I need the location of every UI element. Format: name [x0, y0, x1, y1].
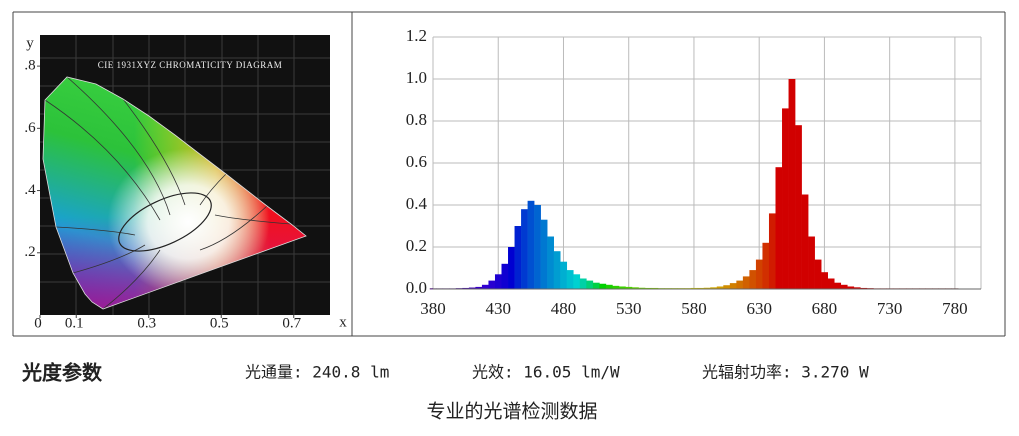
spectrum-bar	[697, 287, 705, 289]
spectrum-bar	[645, 287, 652, 289]
spectrum-chart: 0.0 0.2 0.4 0.6 0.8 1.0 1.2 380 430 480 530 580 630 6…	[406, 26, 982, 318]
spectrum-bar	[847, 286, 855, 289]
spectrum-bar	[540, 219, 548, 289]
y-tick-label: 0.8	[406, 110, 427, 129]
spectrum-bar	[840, 284, 848, 289]
spectrum-bar	[501, 263, 509, 289]
spectrum-bar	[821, 272, 828, 289]
x-tick-label: 780	[942, 299, 968, 318]
y-tick-label: 1.2	[406, 26, 427, 45]
spectrum-bar	[618, 286, 626, 289]
parameters-heading: 光度参数	[21, 361, 103, 385]
x-tick-label: 730	[877, 299, 903, 318]
spectrum-bar	[481, 284, 489, 289]
luminous-flux: 光通量: 240.8 lm	[245, 363, 389, 382]
spectrum-bar	[801, 194, 809, 289]
x-tick-label: 0.5	[210, 315, 229, 331]
spectrum-bar	[612, 285, 620, 289]
spectrum-bar	[468, 287, 476, 289]
spectrum-bar	[599, 283, 607, 289]
y-tick-label: 0.2	[406, 236, 427, 255]
spectrum-bar	[631, 287, 639, 289]
cie-diagram: CIE 1931XYZ CHROMATICITY DIAGRAM y x 0 0.…	[24, 35, 347, 331]
y-tick-label: 0.4	[406, 194, 428, 213]
x-tick-label: 630	[746, 299, 772, 318]
y-tick-label: .4	[24, 182, 36, 198]
y-tick-label: .6	[24, 120, 36, 136]
x-tick-label: 580	[681, 299, 707, 318]
spectrum-bar	[462, 287, 470, 289]
y-axis-label: y	[26, 35, 34, 51]
spectrum-bar	[808, 236, 815, 289]
spectrum-bar	[586, 280, 594, 289]
y-tick-label: .2	[24, 244, 35, 260]
spectrum-bar	[690, 287, 698, 289]
spectral-locus	[42, 76, 307, 310]
x-tick-label: 0	[34, 315, 42, 331]
y-tick-label: 0.6	[406, 152, 427, 171]
spectrum-bar	[788, 79, 796, 289]
cie-title: CIE 1931XYZ CHROMATICITY DIAGRAM	[98, 60, 282, 70]
spectrum-bar	[827, 278, 835, 289]
spectrum-bar	[488, 280, 496, 289]
spectrum-bar	[494, 274, 502, 289]
spectrum-bar	[795, 125, 802, 289]
spectrum-bar	[527, 200, 535, 289]
x-tick-label: 0.1	[65, 315, 84, 331]
spectrum-bar	[573, 274, 581, 289]
spectrum-bar	[605, 284, 613, 289]
spectrum-bar	[736, 280, 744, 289]
spectrum-bar	[716, 286, 724, 289]
spectrum-bar	[651, 287, 659, 289]
caption: 专业的光谱检测数据	[426, 401, 597, 423]
spectrum-bar	[592, 282, 600, 289]
luminous-efficacy: 光效: 16.05 lm/W	[472, 363, 620, 382]
x-tick-label: 480	[551, 299, 577, 318]
x-tick-label: 0.7	[282, 315, 301, 331]
y-tick-label: 1.0	[406, 68, 427, 87]
spectrum-bar	[579, 278, 587, 289]
x-tick-label: 530	[616, 299, 642, 318]
spectrum-bar	[638, 287, 646, 289]
spectrum-bar	[703, 287, 711, 289]
spectrum-bar	[782, 108, 789, 290]
spectrum-bar	[762, 242, 770, 289]
spectrum-bar	[775, 167, 783, 289]
y-tick-label: .8	[24, 58, 35, 74]
spectrum-bar	[710, 287, 718, 289]
spectrum-bar	[508, 247, 515, 289]
spectrum-bar	[625, 286, 633, 289]
spectrum-bar	[834, 282, 842, 289]
spectrum-bar	[534, 205, 541, 289]
spectrum-bar	[853, 287, 861, 289]
spectrum-bar	[547, 236, 554, 289]
spectrum-bar	[749, 270, 757, 289]
x-tick-label: 0.3	[137, 315, 156, 331]
spectrum-bar	[860, 287, 868, 289]
spectrum-bar	[755, 259, 763, 289]
spectrum-bar	[814, 259, 822, 289]
spectrum-bar	[723, 285, 731, 289]
x-tick-label: 430	[485, 299, 511, 318]
spectrum-bar	[560, 261, 568, 289]
spectrum-bar	[521, 209, 528, 289]
spectrum-bar	[768, 213, 776, 289]
radiant-power: 光辐射功率: 3.270 W	[702, 363, 869, 382]
x-tick-label: 680	[812, 299, 838, 318]
x-tick-label: 380	[420, 299, 446, 318]
spectrum-bar	[553, 251, 561, 289]
spectrum-bar	[742, 276, 750, 289]
spectrum-bar	[729, 283, 737, 289]
spectrum-bar	[566, 270, 574, 289]
spectrum-bar	[475, 286, 483, 289]
spectrum-bar	[514, 226, 522, 289]
y-tick-label: 0.0	[406, 278, 427, 297]
x-axis-label: x	[339, 314, 347, 330]
